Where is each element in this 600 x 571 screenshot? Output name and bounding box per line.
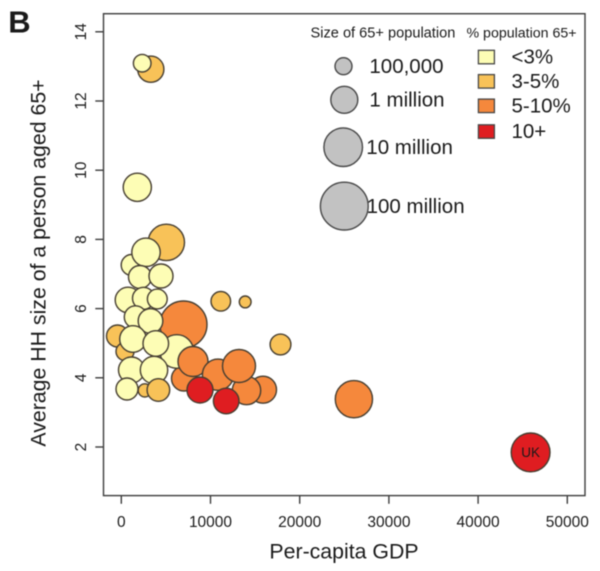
svg-text:10000: 10000	[189, 514, 232, 531]
svg-text:40000: 40000	[457, 514, 500, 531]
svg-text:10: 10	[73, 161, 90, 179]
svg-text:10 million: 10 million	[366, 136, 453, 159]
svg-text:100,000: 100,000	[369, 55, 443, 78]
svg-text:Per-capita GDP: Per-capita GDP	[269, 540, 418, 564]
svg-text:2: 2	[73, 443, 90, 452]
svg-text:Size of 65+ population: Size of 65+ population	[311, 25, 456, 41]
svg-text:B: B	[8, 5, 30, 40]
svg-text:Average HH size of a person ag: Average HH size of a person aged 65+	[27, 79, 51, 446]
svg-text:UK: UK	[521, 445, 540, 460]
svg-text:100 million: 100 million	[367, 195, 465, 218]
svg-text:14: 14	[73, 23, 90, 41]
svg-text:0: 0	[117, 514, 126, 531]
svg-text:12: 12	[73, 92, 90, 109]
svg-text:4: 4	[73, 373, 90, 382]
svg-text:3-5%: 3-5%	[512, 70, 560, 93]
svg-text:6: 6	[73, 304, 90, 313]
svg-text:30000: 30000	[367, 514, 410, 531]
svg-text:50000: 50000	[546, 514, 589, 531]
svg-text:10+: 10+	[512, 120, 547, 143]
svg-text:<3%: <3%	[512, 46, 554, 69]
svg-text:1 million: 1 million	[369, 89, 444, 112]
svg-text:5-10%: 5-10%	[512, 94, 571, 117]
svg-text:% population 65+: % population 65+	[467, 25, 577, 41]
svg-text:8: 8	[73, 235, 90, 244]
svg-text:20000: 20000	[278, 514, 321, 531]
